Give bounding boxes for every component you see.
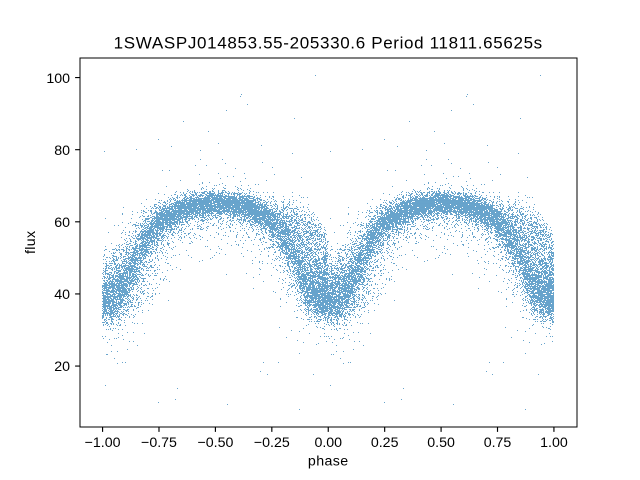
svg-text:0.50: 0.50 xyxy=(427,435,455,451)
svg-text:phase: phase xyxy=(308,454,349,470)
svg-text:100: 100 xyxy=(46,71,70,87)
svg-text:flux: flux xyxy=(23,231,39,254)
svg-text:0.25: 0.25 xyxy=(371,435,399,451)
svg-text:−0.25: −0.25 xyxy=(254,435,290,451)
svg-text:80: 80 xyxy=(54,143,70,159)
svg-text:40: 40 xyxy=(54,287,70,303)
svg-text:60: 60 xyxy=(54,215,70,231)
svg-text:−0.50: −0.50 xyxy=(197,435,233,451)
svg-text:20: 20 xyxy=(54,359,70,375)
svg-text:0.75: 0.75 xyxy=(484,435,512,451)
svg-text:−0.75: −0.75 xyxy=(141,435,177,451)
svg-text:0.00: 0.00 xyxy=(314,435,342,451)
svg-text:1.00: 1.00 xyxy=(540,435,568,451)
svg-text:1SWASPJ014853.55-205330.6 Peri: 1SWASPJ014853.55-205330.6 Period 11811.6… xyxy=(114,34,543,53)
svg-text:−1.00: −1.00 xyxy=(85,435,121,451)
